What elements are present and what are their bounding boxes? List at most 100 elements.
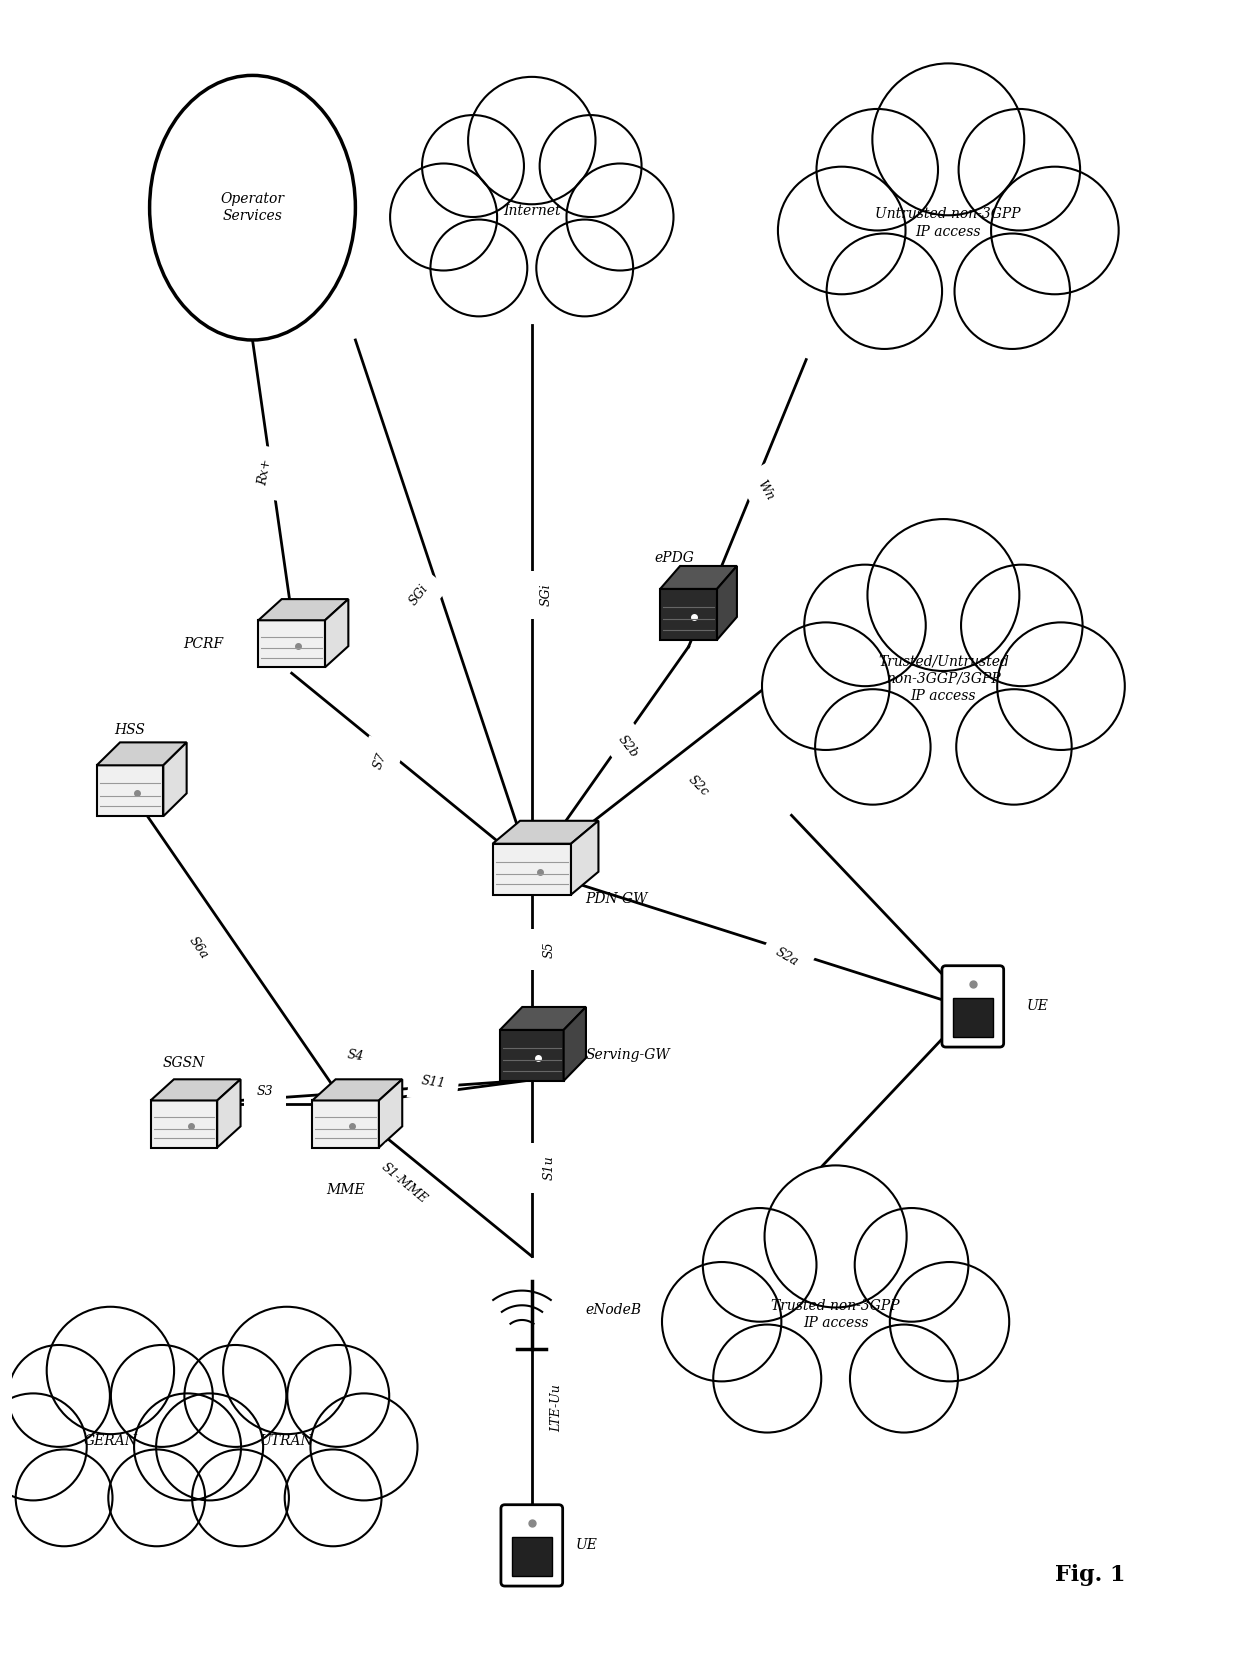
Polygon shape: [500, 1030, 564, 1082]
Circle shape: [816, 109, 937, 231]
Circle shape: [961, 564, 1083, 687]
Circle shape: [0, 1394, 87, 1500]
Text: eNodeB: eNodeB: [585, 1304, 642, 1317]
Text: Fig. 1: Fig. 1: [1055, 1564, 1126, 1586]
Text: UTRAN: UTRAN: [260, 1433, 314, 1448]
Circle shape: [134, 1394, 241, 1500]
Circle shape: [185, 1345, 286, 1447]
Circle shape: [539, 114, 641, 217]
Circle shape: [997, 622, 1125, 750]
FancyBboxPatch shape: [501, 1505, 563, 1586]
Polygon shape: [564, 1007, 587, 1082]
Text: S5: S5: [543, 941, 556, 957]
Circle shape: [849, 1324, 959, 1432]
Text: S4: S4: [346, 1048, 365, 1063]
Circle shape: [422, 114, 525, 217]
Text: SGi: SGi: [539, 584, 553, 606]
Text: S2c: S2c: [686, 773, 712, 800]
Polygon shape: [217, 1080, 241, 1148]
Text: SGi: SGi: [407, 582, 432, 607]
Circle shape: [873, 63, 1024, 216]
Text: SGSN: SGSN: [162, 1057, 205, 1070]
Polygon shape: [325, 599, 348, 667]
Circle shape: [713, 1324, 821, 1432]
Text: PCRF: PCRF: [184, 637, 223, 650]
Text: GERAN: GERAN: [83, 1433, 138, 1448]
Circle shape: [16, 1450, 113, 1546]
Polygon shape: [312, 1100, 379, 1148]
Text: S1u: S1u: [543, 1156, 556, 1181]
Circle shape: [108, 1450, 205, 1546]
Circle shape: [47, 1307, 174, 1433]
Text: MME: MME: [326, 1183, 365, 1196]
Circle shape: [890, 1262, 1009, 1382]
Text: UE: UE: [575, 1538, 598, 1553]
Circle shape: [815, 688, 930, 805]
Text: LTE-Uu: LTE-Uu: [549, 1384, 563, 1432]
Polygon shape: [570, 821, 599, 894]
Text: S7: S7: [371, 752, 389, 771]
Text: S11: S11: [420, 1073, 446, 1090]
Polygon shape: [492, 844, 570, 894]
Circle shape: [777, 166, 905, 294]
Text: Operator
Services: Operator Services: [221, 192, 284, 224]
Text: S3: S3: [257, 1085, 274, 1098]
Circle shape: [868, 519, 1019, 670]
Circle shape: [156, 1394, 263, 1500]
Text: S6a: S6a: [186, 934, 211, 961]
Text: Wn: Wn: [754, 478, 776, 503]
Circle shape: [959, 109, 1080, 231]
Circle shape: [955, 234, 1070, 348]
Polygon shape: [258, 620, 325, 667]
Circle shape: [956, 688, 1071, 805]
Text: HSS: HSS: [114, 723, 145, 737]
FancyBboxPatch shape: [954, 999, 993, 1037]
Polygon shape: [492, 821, 599, 844]
Polygon shape: [660, 566, 737, 589]
Polygon shape: [660, 589, 717, 640]
Circle shape: [763, 622, 889, 750]
FancyBboxPatch shape: [512, 1536, 552, 1576]
Polygon shape: [258, 599, 348, 620]
Polygon shape: [717, 566, 737, 640]
Text: S2a: S2a: [773, 946, 800, 969]
Circle shape: [310, 1394, 418, 1500]
Circle shape: [805, 564, 926, 687]
Circle shape: [285, 1450, 382, 1546]
Circle shape: [662, 1262, 781, 1382]
Circle shape: [827, 234, 942, 348]
Circle shape: [854, 1208, 968, 1322]
Text: Untrusted non-3GPP
IP access: Untrusted non-3GPP IP access: [875, 207, 1021, 239]
Text: UE: UE: [1027, 999, 1049, 1014]
Circle shape: [991, 166, 1118, 294]
Circle shape: [288, 1345, 389, 1447]
Polygon shape: [500, 1007, 587, 1030]
Text: Rx+: Rx+: [257, 458, 274, 486]
Circle shape: [537, 219, 634, 317]
Text: S1-MME: S1-MME: [379, 1160, 430, 1206]
Circle shape: [765, 1165, 906, 1307]
Polygon shape: [97, 765, 164, 816]
Circle shape: [7, 1345, 110, 1447]
Polygon shape: [150, 1100, 217, 1148]
Polygon shape: [312, 1080, 402, 1100]
Text: Serving-GW: Serving-GW: [585, 1048, 671, 1062]
Polygon shape: [379, 1080, 402, 1148]
Polygon shape: [150, 1080, 241, 1100]
Circle shape: [567, 164, 673, 270]
Text: Internet: Internet: [503, 204, 560, 217]
Text: Trusted non-3GPP
IP access: Trusted non-3GPP IP access: [771, 1299, 900, 1331]
Text: PDN GW: PDN GW: [585, 891, 649, 906]
Circle shape: [430, 219, 527, 317]
Circle shape: [110, 1345, 213, 1447]
Text: Trusted/Untrusted
non-3GGP/3GPP
IP access: Trusted/Untrusted non-3GGP/3GPP IP acces…: [878, 654, 1009, 703]
Text: S2b: S2b: [615, 733, 641, 760]
Polygon shape: [164, 742, 187, 816]
FancyBboxPatch shape: [942, 966, 1003, 1047]
Circle shape: [703, 1208, 816, 1322]
Text: ePDG: ePDG: [653, 551, 694, 566]
Polygon shape: [97, 742, 187, 765]
Circle shape: [192, 1450, 289, 1546]
Ellipse shape: [150, 75, 356, 340]
Circle shape: [223, 1307, 351, 1433]
